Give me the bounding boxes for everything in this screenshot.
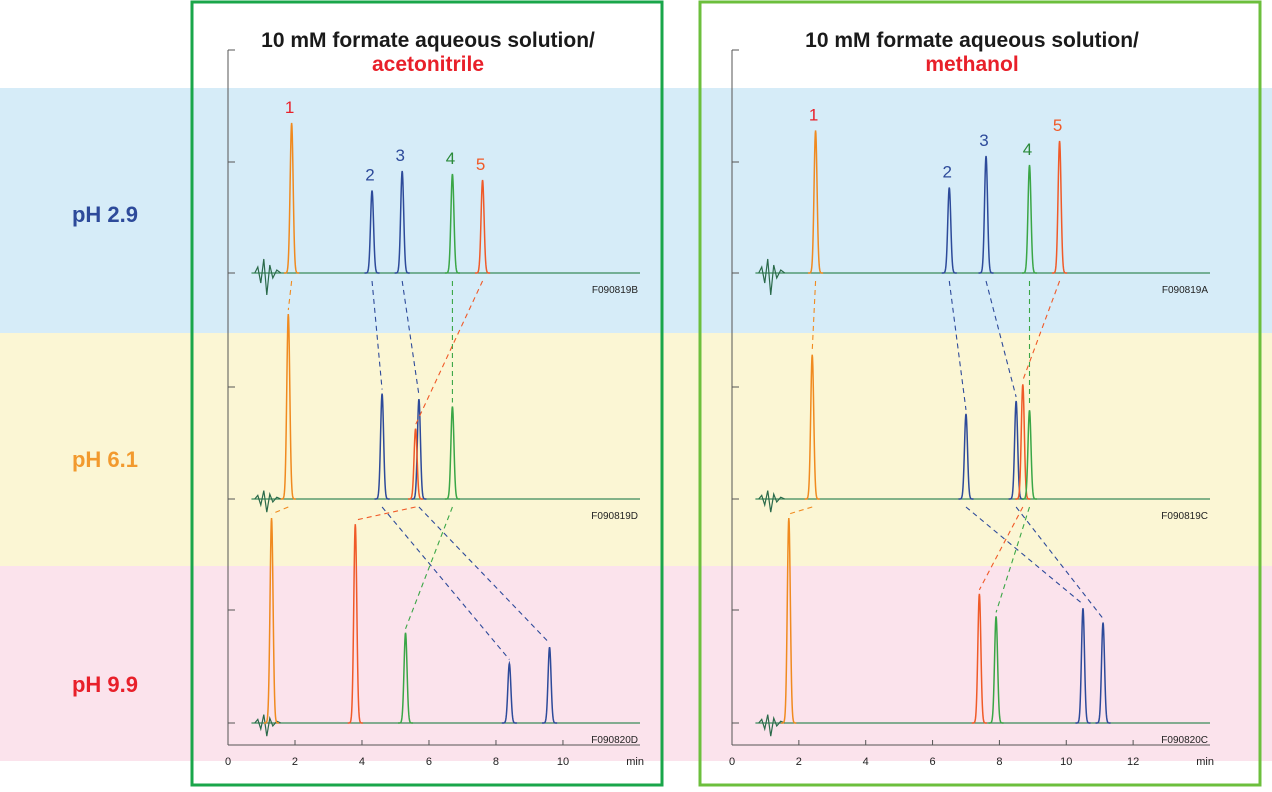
peak-1 xyxy=(264,517,280,724)
chromatogram-code: F090819C xyxy=(1161,511,1208,522)
ph-label-low: pH 2.9 xyxy=(72,202,138,227)
chart-title-line1: 10 mM formate aqueous solution/ xyxy=(805,29,1139,52)
x-tick-label: 0 xyxy=(225,756,231,768)
injection-disturbance xyxy=(758,258,786,296)
peak-2 xyxy=(364,190,380,274)
correlation-line-5 xyxy=(978,506,1024,591)
correlation-line-2 xyxy=(948,280,967,410)
injection-disturbance xyxy=(254,258,282,296)
x-tick-label: 2 xyxy=(796,756,802,768)
band-mid xyxy=(0,333,1272,566)
correlation-line-3 xyxy=(1015,506,1104,619)
peak-3 xyxy=(1008,400,1024,500)
correlation-line-3 xyxy=(418,506,550,644)
x-tick-label: 0 xyxy=(729,756,735,768)
chromatogram-code: F090819B xyxy=(592,285,638,296)
peak-4 xyxy=(1021,410,1038,500)
peak-label-1: 1 xyxy=(285,98,294,117)
peak-1 xyxy=(808,130,824,274)
peak-label-3: 3 xyxy=(979,131,988,150)
x-tick-label: 10 xyxy=(557,756,569,768)
correlation-line-5 xyxy=(355,506,416,521)
peak-label-3: 3 xyxy=(395,146,404,165)
ph-label-high: pH 9.9 xyxy=(72,672,138,697)
injection-disturbance xyxy=(758,714,785,737)
correlation-line-4 xyxy=(995,506,1031,613)
panel-frame xyxy=(190,0,664,787)
x-tick-label: 6 xyxy=(426,756,432,768)
correlation-line-4 xyxy=(405,506,453,629)
x-tick-label: 4 xyxy=(359,756,365,768)
correlation-line-1 xyxy=(788,506,813,515)
chart-title-line1: 10 mM formate aqueous solution/ xyxy=(261,29,595,52)
chart-title-line2: methanol xyxy=(925,53,1018,76)
band-low xyxy=(0,88,1272,333)
chromatogram-code: F090820D xyxy=(591,735,638,746)
correlation-line-2 xyxy=(965,506,1084,605)
x-tick-label: 6 xyxy=(929,756,935,768)
peak-1 xyxy=(781,517,797,724)
peak-3 xyxy=(394,170,410,274)
x-axis-label: min xyxy=(1196,756,1214,768)
correlation-line-3 xyxy=(401,280,420,396)
peak-label-4: 4 xyxy=(1023,140,1032,159)
correlation-line-1 xyxy=(271,506,289,515)
x-tick-label: 8 xyxy=(996,756,1002,768)
injection-disturbance xyxy=(758,490,785,513)
correlation-line-2 xyxy=(381,506,510,660)
chart-panel-1: 10 mM formate aqueous solution/acetonitr… xyxy=(190,0,664,787)
peak-5 xyxy=(475,179,491,274)
peak-2 xyxy=(941,187,957,274)
x-tick-label: 4 xyxy=(863,756,869,768)
chromatogram-code: F090819D xyxy=(591,511,638,522)
injection-disturbance xyxy=(254,490,282,513)
peak-2 xyxy=(374,393,390,500)
panel-frame xyxy=(698,0,1262,787)
peak-1 xyxy=(804,354,820,500)
peak-3 xyxy=(542,647,558,724)
x-tick-label: 12 xyxy=(1127,756,1139,768)
peak-1 xyxy=(284,122,300,274)
peak-3 xyxy=(411,398,427,500)
correlation-line-1 xyxy=(811,280,817,351)
x-tick-label: 2 xyxy=(292,756,298,768)
peak-5 xyxy=(971,593,987,724)
peak-5 xyxy=(347,524,363,724)
band-high xyxy=(0,566,1272,761)
chart-panel-2: 10 mM formate aqueous solution/methanol 0… xyxy=(698,0,1262,787)
peak-1 xyxy=(280,313,296,500)
peak-5 xyxy=(1052,140,1068,274)
peak-label-2: 2 xyxy=(365,166,374,185)
x-tick-label: 8 xyxy=(493,756,499,768)
correlation-line-3 xyxy=(985,280,1017,398)
peak-3 xyxy=(978,155,994,274)
peak-label-5: 5 xyxy=(1053,116,1062,135)
correlation-line-2 xyxy=(371,280,383,390)
x-axis-label: min xyxy=(626,756,644,768)
peak-4 xyxy=(988,616,1004,724)
correlation-line-1 xyxy=(287,280,293,311)
chromatogram-code: F090819A xyxy=(1162,285,1208,296)
peak-4 xyxy=(1021,164,1038,274)
peak-5 xyxy=(408,428,424,500)
peak-5 xyxy=(1015,384,1031,500)
peak-2 xyxy=(958,413,974,500)
peak-label-1: 1 xyxy=(809,106,818,125)
peak-2 xyxy=(501,660,517,724)
peak-2 xyxy=(1075,608,1091,724)
ph-label-mid: pH 6.1 xyxy=(72,447,138,472)
injection-disturbance xyxy=(254,714,282,737)
peak-3 xyxy=(1095,622,1111,724)
peak-4 xyxy=(444,173,460,274)
peak-4 xyxy=(444,406,460,500)
peak-label-5: 5 xyxy=(476,155,485,174)
peak-4 xyxy=(397,632,414,724)
chromatogram-code: F090820C xyxy=(1161,735,1208,746)
peak-label-2: 2 xyxy=(943,163,952,182)
peak-label-4: 4 xyxy=(446,149,455,168)
chart-title-line2: acetonitrile xyxy=(372,53,484,76)
x-tick-label: 10 xyxy=(1060,756,1072,768)
